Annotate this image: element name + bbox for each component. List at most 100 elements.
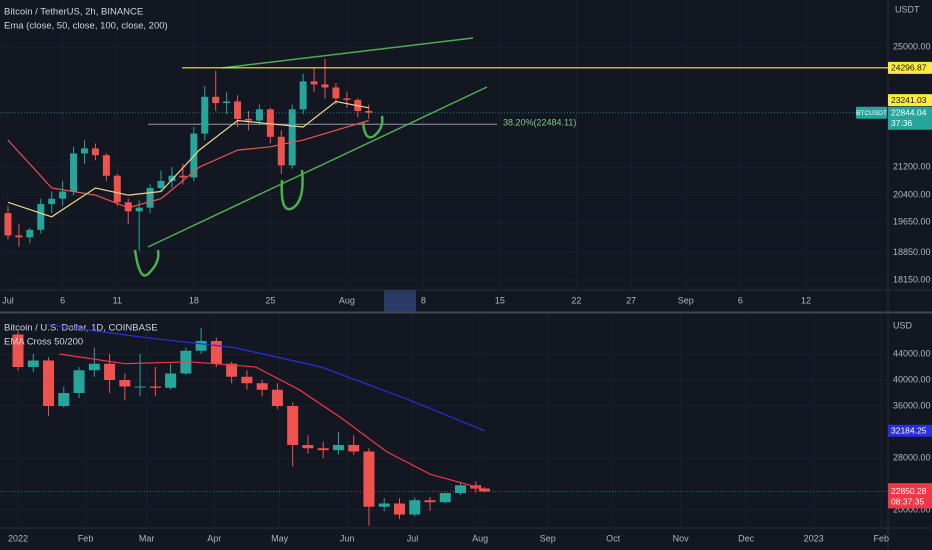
candle-body	[348, 444, 360, 452]
y-tick-label: 20000.00	[893, 504, 931, 514]
x-tick-label: 22	[571, 295, 581, 305]
candle-body	[212, 96, 220, 104]
x-tick-label: 27	[626, 295, 636, 305]
candle-body	[424, 500, 436, 503]
x-tick-label: Dec	[738, 533, 755, 543]
x-tick-label: May	[271, 533, 289, 543]
price-tag	[888, 94, 932, 107]
candle-body	[134, 386, 146, 388]
x-tick-label: Aug	[472, 533, 488, 543]
x-tick-label: Feb	[78, 533, 94, 543]
candle-body	[157, 180, 165, 188]
candle-body	[27, 360, 39, 367]
ema-line	[59, 353, 485, 490]
candle-body	[195, 340, 207, 351]
candle-body	[365, 110, 373, 113]
x-tick-label: Sep	[540, 533, 556, 543]
candle-body	[146, 187, 154, 208]
price-tag-label: 24296.87	[891, 63, 927, 73]
candle-body	[317, 448, 329, 451]
x-tick-label: 18	[189, 295, 199, 305]
x-tick-label: 6	[60, 295, 65, 305]
countdown: 08:37:35	[891, 497, 924, 507]
candle-body	[409, 500, 421, 515]
time-highlight	[384, 290, 416, 312]
candle-body	[393, 503, 405, 515]
ema-line	[7, 119, 369, 209]
candle-body	[59, 191, 67, 199]
u-shape	[361, 115, 384, 139]
candle-body	[91, 148, 99, 156]
candle-body	[378, 503, 390, 507]
candle-body	[226, 363, 238, 377]
candle-body	[201, 96, 209, 134]
currency: USD	[893, 320, 913, 330]
u-shape	[133, 249, 160, 277]
y-tick-label: 18850.00	[893, 247, 931, 257]
chart-title: Bitcoin / U.S. Dollar, 1D, COINBASE	[4, 323, 158, 334]
candle-body	[165, 373, 177, 388]
x-tick-label: Jul	[407, 533, 419, 543]
y-tick-label: 18150.00	[893, 275, 931, 285]
candle-body	[73, 370, 85, 393]
candle-body	[15, 235, 23, 238]
candle-body	[256, 383, 268, 390]
ema-line	[48, 324, 485, 432]
x-tick-label: 25	[265, 295, 275, 305]
fib-label: 38.20%(22484.11)	[503, 118, 576, 128]
candle-body	[223, 101, 231, 104]
candle-body	[321, 84, 329, 88]
candle-body	[299, 81, 307, 110]
candle-body	[179, 175, 187, 178]
price-tag-label: 32184.25	[891, 426, 927, 436]
last-price-tag	[888, 485, 932, 509]
candle-body	[455, 485, 467, 494]
candle-body	[244, 118, 252, 121]
x-tick-label: 15	[495, 295, 505, 305]
candle-body	[102, 155, 110, 176]
candle-body	[479, 488, 491, 492]
y-tick-label: 19650.00	[893, 217, 931, 227]
candle-body	[70, 153, 78, 192]
candle-body	[332, 444, 344, 451]
x-tick-label: 11	[113, 295, 122, 305]
candle-body	[113, 175, 121, 203]
x-tick-label: Nov	[673, 533, 690, 543]
candle-body	[168, 175, 176, 181]
y-tick-label: 20400.00	[893, 189, 931, 199]
last-price-label: 22844.04	[891, 107, 927, 117]
candle-body	[241, 376, 253, 384]
last-price-label: 22850.28	[891, 486, 927, 496]
candle-body	[266, 109, 274, 137]
u-shape	[280, 169, 304, 211]
chart-subtitle: EMA Cross 50/200	[4, 337, 83, 348]
price-tag	[888, 424, 932, 437]
x-tick-label: Oct	[606, 533, 621, 543]
candle-body	[363, 451, 375, 507]
y-tick-label: 28000.00	[893, 452, 931, 462]
candle-body	[302, 444, 314, 449]
ema-line	[7, 100, 369, 218]
x-tick-label: 8	[421, 295, 426, 305]
candle-body	[149, 386, 161, 388]
candle-body	[48, 198, 56, 205]
candle-body	[288, 109, 296, 166]
candle-body	[234, 101, 242, 119]
candle-body	[37, 204, 45, 230]
candle-body	[43, 360, 55, 406]
chart-title: Bitcoin / TetherUS, 2h, BINANCE	[4, 7, 143, 18]
symbol-tag	[856, 106, 887, 119]
x-tick-label: Feb	[873, 533, 889, 543]
y-tick-label: 36000.00	[893, 400, 931, 410]
y-tick-label: 25000.00	[893, 41, 931, 51]
x-tick-label: Aug	[339, 295, 355, 305]
currency: USDT	[895, 4, 920, 14]
candle-body	[135, 207, 143, 212]
candle-body	[81, 148, 89, 154]
x-tick-label: Apr	[207, 533, 221, 543]
trend-line	[147, 86, 488, 248]
candle-body	[119, 379, 131, 387]
x-tick-label: 2022	[8, 533, 28, 543]
price-tag	[888, 61, 932, 74]
